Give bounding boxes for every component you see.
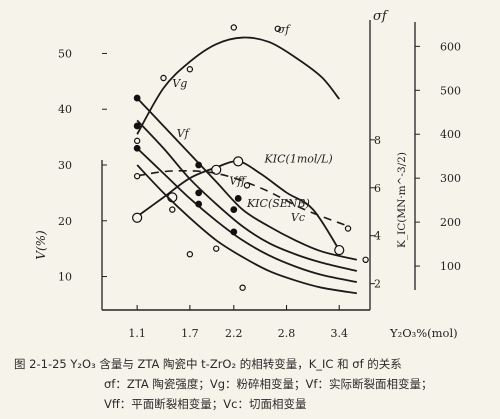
series-label: Vc <box>291 211 305 224</box>
x-axis-label: Y₂O₃%(mol) <box>389 326 458 340</box>
x-tick-label: 1.7 <box>181 327 199 340</box>
mid-tick-label: 2 <box>374 278 381 291</box>
left-tick-label: 50 <box>58 47 72 60</box>
series--f: σf <box>133 23 340 145</box>
figure-caption: 图 2-1-25 Y₂O₃ 含量与 ZTA 陶瓷中 t-ZrO₂ 的相转变量，K… <box>14 354 494 414</box>
right-tick-label: 400 <box>440 128 461 141</box>
series-group: σf KIC(1mol/L) KIC(SENB) Vg Vf Vff Vc <box>132 23 369 295</box>
series-line <box>136 119 358 272</box>
right-tick-label: 200 <box>440 216 461 229</box>
series-label: Vff <box>229 175 247 188</box>
data-point <box>169 206 176 213</box>
data-point <box>233 156 244 167</box>
data-point <box>133 122 141 130</box>
data-point <box>234 195 242 202</box>
right-tick-label: 100 <box>440 260 461 273</box>
right-axis-label: σf <box>373 9 389 24</box>
series-vc: Vc <box>133 164 369 295</box>
x-tick-label: 3.4 <box>330 327 348 340</box>
data-point <box>230 228 238 236</box>
data-point <box>133 144 141 152</box>
left-tick-label: 10 <box>58 271 72 284</box>
caption-line-2: σf：ZTA 陶瓷强度；Vg：粉碎相变量；Vf：实际断裂面相变量； <box>104 377 433 391</box>
data-point <box>133 94 141 102</box>
series-vg: Vg <box>133 77 358 261</box>
series-line <box>136 36 340 135</box>
data-point <box>133 137 141 145</box>
series-kic-senb-: KIC(SENB) <box>137 170 352 232</box>
data-point <box>195 189 203 197</box>
data-point <box>230 24 238 31</box>
mid-tick-label: 4 <box>374 230 381 243</box>
axes: 1.1 1.7 2.2 2.8 3.4 Y₂O₃%(mol) 10 20 30 40 50 V(%) 2… <box>34 9 461 340</box>
data-point <box>211 164 222 175</box>
series-label: Vf <box>177 127 191 140</box>
data-point <box>186 66 194 73</box>
data-point <box>243 182 251 189</box>
mid-axis-label: K_IC(MN·m^-3/2) <box>396 152 408 248</box>
data-point <box>186 251 194 258</box>
data-point <box>334 244 345 256</box>
data-point <box>160 74 167 82</box>
left-tick-label: 20 <box>58 215 72 228</box>
series-vf: Vf <box>133 119 358 272</box>
data-point <box>133 172 141 180</box>
data-point <box>362 256 369 264</box>
data-point <box>195 200 203 208</box>
caption-line-3: Vff：平面断裂相变量；Vc：切面相变量 <box>104 397 307 411</box>
data-point <box>230 206 238 214</box>
series-line <box>136 97 358 261</box>
series-kic-1mol-l-: KIC(1mol/L) <box>132 153 345 256</box>
series-line <box>136 164 357 295</box>
mid-tick-label: 6 <box>374 182 381 195</box>
series-vff: Vff <box>133 144 358 283</box>
left-tick-label: 30 <box>58 159 72 172</box>
x-tick-label: 1.1 <box>128 327 146 340</box>
series-label: σf <box>278 23 292 36</box>
right-tick-label: 300 <box>440 172 461 185</box>
data-point <box>195 161 203 169</box>
caption-line-1: 图 2-1-25 Y₂O₃ 含量与 ZTA 陶瓷中 t-ZrO₂ 的相转变量，K… <box>14 357 402 371</box>
data-point <box>344 225 352 232</box>
x-tick-label: 2.2 <box>225 327 243 340</box>
x-tick-label: 2.8 <box>278 327 296 340</box>
series-label: KIC(SENB) <box>246 197 310 210</box>
mid-tick-label: 8 <box>374 134 381 147</box>
right-tick-label: 500 <box>440 84 461 97</box>
left-tick-label: 40 <box>58 103 72 116</box>
right-tick-label: 600 <box>440 40 461 53</box>
series-line <box>137 170 349 227</box>
data-point <box>274 25 281 32</box>
data-point <box>132 212 143 223</box>
left-axis-label: V(%) <box>34 230 48 260</box>
data-point <box>239 284 246 291</box>
series-line <box>136 147 358 283</box>
data-point <box>213 245 220 252</box>
ktic-y2o3-chart: 1.1 1.7 2.2 2.8 3.4 Y₂O₃%(mol) 10 20 30 40 50 V(%) 2… <box>34 9 461 340</box>
series-label: KIC(1mol/L) <box>264 153 333 166</box>
series-label: Vg <box>172 77 187 90</box>
